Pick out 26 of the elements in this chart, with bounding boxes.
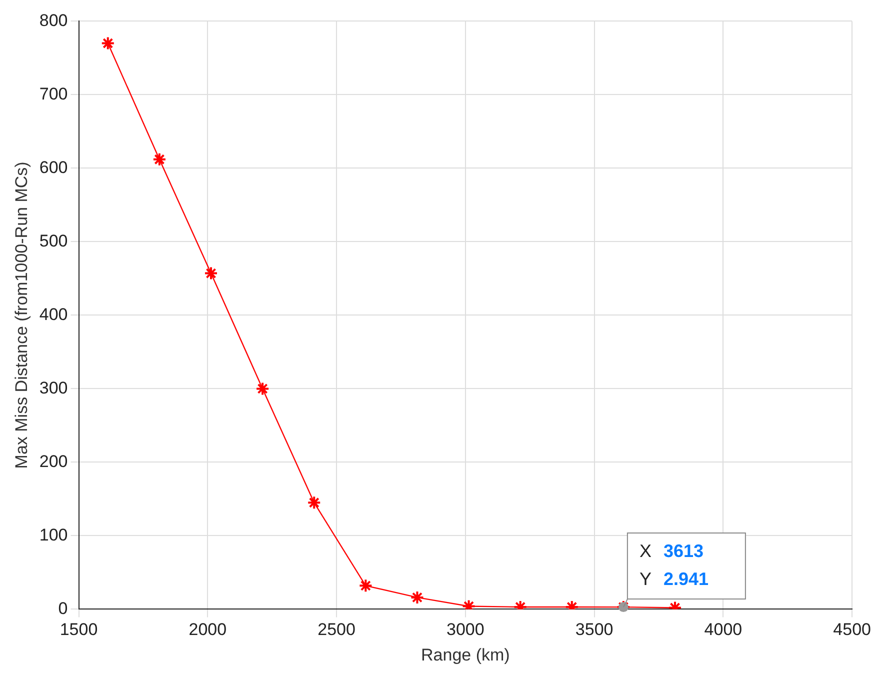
y-tick-label: 700 [39,84,68,104]
point [307,496,322,510]
y-tick-label: 800 [39,10,68,30]
y-tick-label: 500 [39,231,68,250]
y-tick-label: 200 [39,452,68,471]
x-tick-label: 3000 [446,620,484,640]
y-tick-label: 600 [39,158,68,177]
y-axis-title: Max Miss Distance (from1000-Run MCs) [12,162,31,469]
point [152,152,166,166]
point [100,36,115,50]
y-tick-label: 300 [39,378,68,398]
point [410,590,424,604]
y-tick-label: 400 [39,304,68,324]
x-tick-label: 2000 [188,620,227,640]
point [204,266,218,280]
y-tick-label: 0 [58,598,68,618]
x-tick-label: 4500 [833,620,872,640]
x-tick-label: 4000 [704,620,742,640]
x-tick-label: 3500 [575,620,614,640]
point [256,382,270,396]
y-tick-label: 100 [39,525,68,544]
x-tick-label: 2500 [318,620,356,640]
point [358,578,373,593]
x-tick-label: 1500 [60,620,98,640]
x-axis-title: Range (km) [421,645,510,664]
annotation: X 3613 Y 2.941 [639,541,708,590]
